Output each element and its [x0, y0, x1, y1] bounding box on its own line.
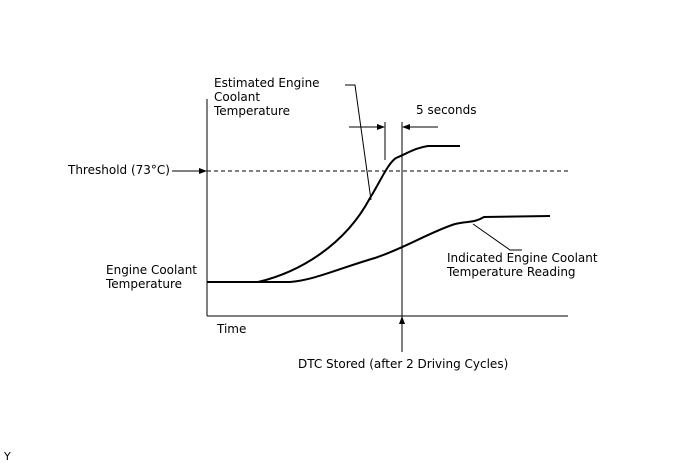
estimated-leader-line: [345, 84, 372, 201]
x-axis-label: Time: [216, 322, 246, 336]
estimated-label-line-2: Coolant: [214, 90, 260, 104]
y-axis-label-line-1: Engine Coolant: [106, 263, 197, 277]
corner-label: Y: [3, 450, 11, 463]
estimated-label-line-1: Estimated Engine: [214, 76, 320, 90]
indicated-label-line-2: Temperature Reading: [446, 265, 576, 279]
dtc-label: DTC Stored (after 2 Driving Cycles): [298, 357, 508, 371]
estimated-temperature-curve: [207, 145, 460, 283]
estimated-label-line-3: Temperature: [213, 104, 290, 118]
indicated-leader-line: [472, 223, 522, 251]
indicated-temperature-curve: [207, 215, 551, 283]
y-axis-label: Engine Coolant Temperature: [105, 263, 201, 291]
threshold-label: Threshold (73°C): [67, 163, 170, 177]
y-axis-label-line-2: Temperature: [105, 277, 182, 291]
indicated-label: Indicated Engine Coolant Temperature Rea…: [446, 251, 601, 279]
interval-label: 5 seconds: [416, 103, 477, 117]
estimated-label: Estimated Engine Coolant Temperature: [213, 76, 323, 118]
indicated-label-line-1: Indicated Engine Coolant: [447, 251, 598, 265]
